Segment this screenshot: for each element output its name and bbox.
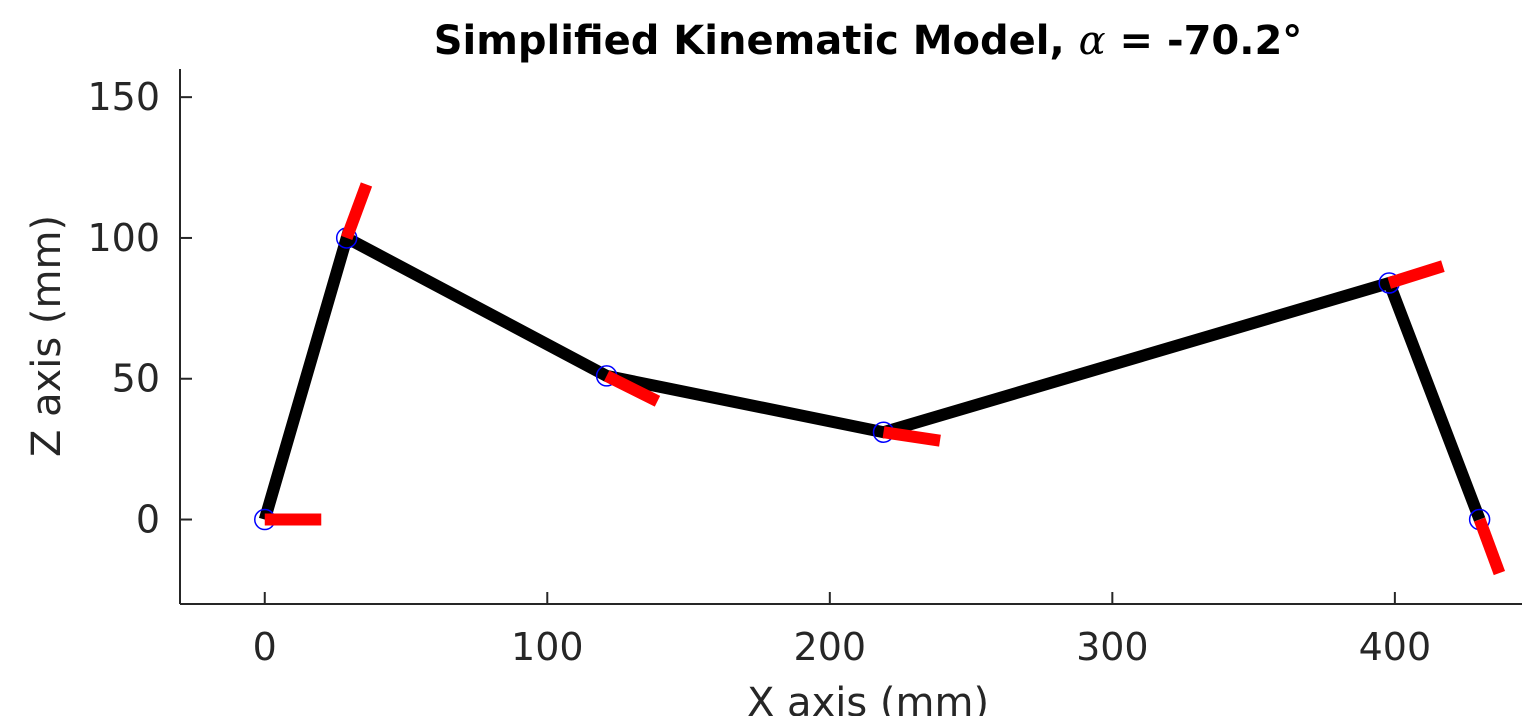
links-series-line [258,229,1486,522]
x-ticks: 0 100 200 300 400 [253,592,1431,669]
y-tick-label: 50 [112,357,160,401]
orientation-marker [1387,260,1445,289]
y-ticks: 0 50 100 150 [87,75,192,542]
y-axis-label: Z axis (mm) [24,215,70,457]
y-tick-label: 0 [136,498,160,542]
chart-title-symbol: α [1079,18,1106,64]
orientation-marker [1473,517,1506,576]
x-axis-label: X axis (mm) [747,680,989,716]
x-tick-label: 0 [253,625,277,669]
axes [179,69,1522,605]
x-tick-label: 400 [1359,625,1432,669]
y-tick-label: 150 [87,75,160,119]
orientation-marker [882,426,941,447]
links-layer [258,229,1486,522]
chart-title-prefix: Simplified Kinematic Model, [434,18,1079,64]
joints-layer [254,227,1491,531]
x-tick-label: 300 [1076,625,1149,669]
x-tick-label: 200 [794,625,867,669]
orientation-layer [264,182,1506,576]
orientation-marker [603,370,661,407]
x-tick-label: 100 [511,625,584,669]
orientation-marker [341,182,373,241]
chart-title-suffix: = -70.2° [1106,18,1303,64]
y-tick-label: 100 [87,216,160,260]
chart-title: Simplified Kinematic Model, α = -70.2° [434,18,1303,64]
